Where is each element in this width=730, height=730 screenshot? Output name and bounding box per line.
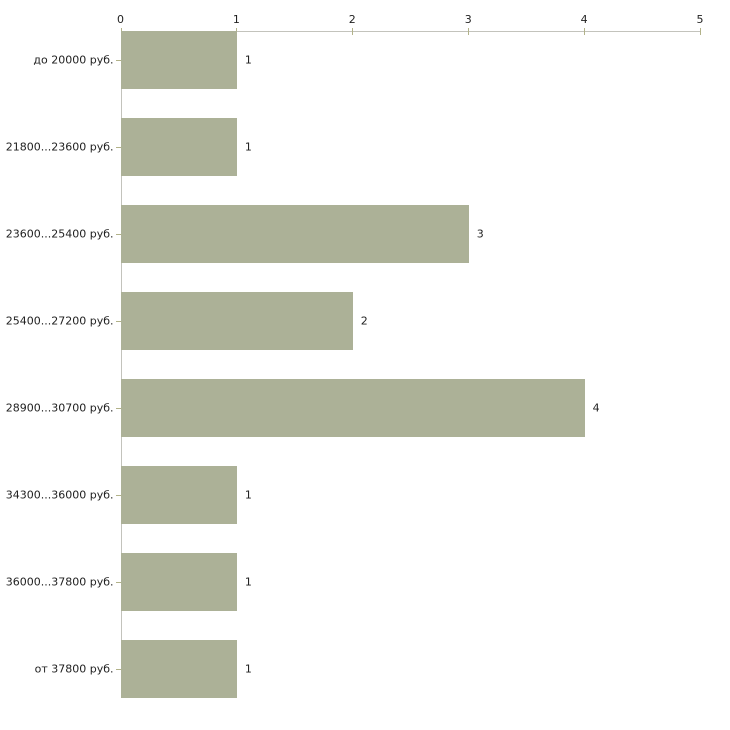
bar-value-label: 1 [244, 53, 252, 67]
x-axis-tick-label: 2 [348, 13, 356, 26]
bar-value-label: 1 [244, 662, 252, 676]
bar-value-label: 1 [244, 488, 252, 502]
x-axis-tick-label: 3 [464, 13, 472, 26]
bar-value-label: 4 [592, 401, 600, 415]
category-tick-mark [115, 147, 121, 148]
category-tick-mark [115, 408, 121, 409]
category-label: 23600...25400 руб. [5, 227, 114, 241]
category-tick-mark [115, 321, 121, 322]
x-axis-tick-label: 0 [117, 13, 124, 26]
x-axis-tick-mark [700, 28, 701, 35]
bar [121, 553, 237, 611]
x-axis-line [120, 31, 700, 32]
x-axis-tick-label: 4 [580, 13, 588, 26]
category-tick-mark [115, 60, 121, 61]
category-label: до 20000 руб. [33, 53, 114, 67]
x-axis-tick-mark [584, 28, 586, 35]
x-axis-tick-mark [236, 28, 238, 35]
x-axis-tick-label: 1 [232, 13, 240, 26]
category-tick-mark [115, 495, 121, 496]
bar-value-label: 1 [244, 140, 252, 154]
bar [121, 205, 469, 263]
bar [121, 640, 237, 698]
category-label: 34300...36000 руб. [5, 488, 114, 502]
category-label: 25400...27200 руб. [5, 314, 114, 328]
bar [121, 31, 237, 89]
category-label: 21800...23600 руб. [5, 140, 114, 154]
x-axis-tick-label: 5 [696, 13, 704, 26]
x-axis-tick-mark [468, 28, 470, 35]
x-axis-tick-mark [352, 28, 354, 35]
bar [121, 292, 353, 350]
bar [121, 118, 237, 176]
bar [121, 466, 237, 524]
category-label: 28900...30700 руб. [5, 401, 114, 415]
y-axis-line [120, 31, 122, 698]
bar [121, 379, 585, 437]
category-tick-mark [115, 669, 121, 670]
category-label: от 37800 руб. [34, 662, 114, 676]
category-label: 36000...37800 руб. [5, 575, 114, 589]
category-tick-mark [115, 582, 121, 583]
bar-value-label: 3 [476, 227, 484, 241]
bar-value-label: 1 [244, 575, 252, 589]
bar-value-label: 2 [360, 314, 368, 328]
category-tick-mark [115, 234, 121, 235]
